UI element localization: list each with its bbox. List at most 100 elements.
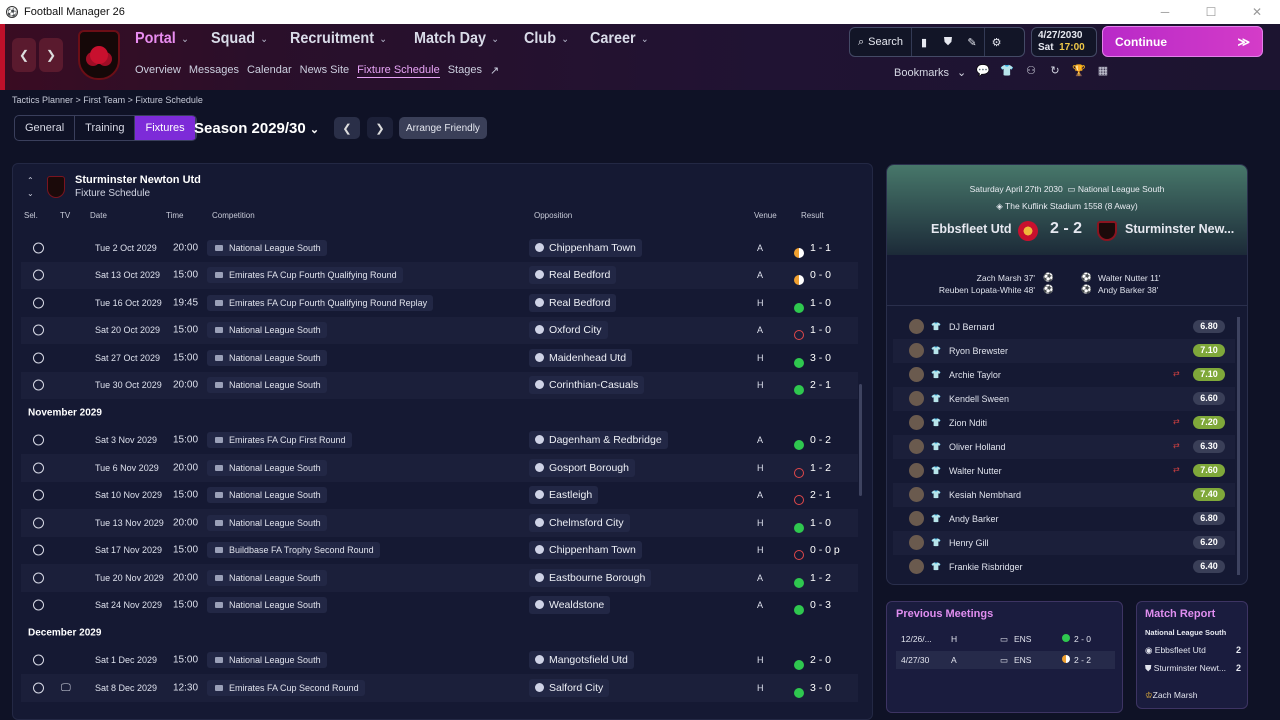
player-row[interactable]: 👕 Kesiah Nembhard 7.40 bbox=[893, 483, 1235, 507]
continue-button[interactable]: Continue ≫ bbox=[1102, 26, 1263, 57]
competition-tag[interactable]: National League South bbox=[207, 597, 327, 614]
next-season-button[interactable]: ❯ bbox=[367, 117, 393, 139]
table-row[interactable]: Sat 3 Nov 2029 15:00 Emirates FA Cup First… bbox=[21, 427, 858, 455]
opposition-tag[interactable]: Eastleigh bbox=[529, 486, 599, 505]
competition-tag[interactable]: National League South bbox=[207, 322, 327, 339]
crumb-first-team[interactable]: First Team bbox=[83, 95, 126, 105]
col-venue[interactable]: Venue bbox=[754, 211, 777, 220]
opposition-tag[interactable]: Mangotsfield Utd bbox=[529, 651, 634, 670]
result[interactable]: 0 - 3 bbox=[794, 599, 831, 616]
crumb-tactics[interactable]: Tactics Planner bbox=[12, 95, 74, 105]
table-row[interactable]: Sat 1 Dec 2029 15:00 National League South… bbox=[21, 647, 858, 675]
competition-tag[interactable]: National League South bbox=[207, 487, 327, 504]
select-radio[interactable] bbox=[33, 599, 44, 611]
collapse-icons[interactable]: ⌃ ⌄ bbox=[27, 176, 34, 198]
result[interactable]: 1 - 2 bbox=[794, 462, 831, 478]
tab-training[interactable]: Training bbox=[75, 116, 136, 140]
result[interactable]: 1 - 0 bbox=[794, 324, 831, 341]
staff-icon[interactable]: ⚇ bbox=[1026, 65, 1036, 77]
table-row[interactable]: Tue 16 Oct 2029 19:45 Emirates FA Cup Four… bbox=[21, 289, 858, 317]
col-date[interactable]: Date bbox=[90, 211, 107, 220]
nav-portal[interactable]: Portal ⌄ bbox=[135, 30, 189, 47]
meeting-row[interactable]: 4/27/30 A ▭ ENS 2 - 2 bbox=[896, 651, 1115, 669]
result[interactable]: 0 - 0 p bbox=[794, 544, 840, 561]
select-radio[interactable] bbox=[33, 269, 44, 281]
select-radio[interactable] bbox=[33, 544, 44, 556]
shirt-icon[interactable]: 👕 bbox=[1000, 65, 1014, 77]
select-radio[interactable] bbox=[33, 517, 44, 529]
table-row[interactable]: Tue 20 Nov 2029 20:00 National League Sout… bbox=[21, 564, 858, 592]
player-row[interactable]: 👕 Oliver Holland ⇄ 6.30 bbox=[893, 435, 1235, 459]
select-radio[interactable] bbox=[33, 379, 44, 391]
select-radio[interactable] bbox=[33, 682, 44, 694]
result[interactable]: 1 - 0 bbox=[794, 297, 831, 313]
match-report-card[interactable]: Match Report National League South ◉ Ebb… bbox=[1136, 601, 1248, 709]
opposition-tag[interactable]: Real Bedford bbox=[529, 266, 617, 285]
competition-tag[interactable]: National League South bbox=[207, 569, 327, 586]
competition-tag[interactable]: National League South bbox=[207, 239, 327, 256]
table-row[interactable]: Sat 17 Nov 2029 15:00 Buildbase FA Trophy … bbox=[21, 537, 858, 565]
competition-tag[interactable]: Emirates FA Cup First Round bbox=[207, 432, 352, 449]
tab-fixtures[interactable]: Fixtures bbox=[135, 116, 196, 140]
result[interactable]: 2 - 0 bbox=[794, 654, 831, 671]
nav-match-day[interactable]: Match Day ⌄ bbox=[413, 30, 499, 47]
table-row[interactable]: Tue 6 Nov 2029 20:00 National League South… bbox=[21, 454, 858, 482]
forward-button[interactable]: ❯ bbox=[39, 38, 63, 72]
club-crest[interactable] bbox=[78, 30, 120, 80]
chat-icon[interactable]: 💬 bbox=[976, 65, 990, 77]
subnav-news-site[interactable]: News Site bbox=[299, 64, 350, 76]
table-row[interactable]: Tue 30 Oct 2029 20:00 National League Sout… bbox=[21, 371, 858, 399]
season-selector[interactable]: Season 2029/30 ⌄ bbox=[194, 120, 320, 137]
subnav-stages[interactable]: Stages bbox=[447, 64, 482, 76]
player-row[interactable]: 👕 Frankie Risbridger 6.40 bbox=[893, 555, 1235, 579]
game-date[interactable]: 4/27/2030 Sat 17:00 bbox=[1031, 27, 1097, 57]
col-time[interactable]: Time bbox=[166, 211, 184, 220]
subnav-overview[interactable]: Overview bbox=[135, 64, 181, 76]
nav-recruitment[interactable]: Recruitment ⌄ bbox=[290, 30, 387, 47]
player-list-scrollbar[interactable] bbox=[1237, 317, 1240, 575]
opposition-tag[interactable]: Maidenhead Utd bbox=[529, 348, 633, 367]
competition-tag[interactable]: National League South bbox=[207, 652, 327, 669]
result[interactable]: 3 - 0 bbox=[794, 682, 831, 698]
opposition-tag[interactable]: Eastbourne Borough bbox=[529, 568, 652, 587]
subnav-calendar[interactable]: Calendar bbox=[246, 64, 292, 76]
maximize-button[interactable]: ☐ bbox=[1205, 5, 1217, 19]
competition-tag[interactable]: Emirates FA Cup Second Round bbox=[207, 679, 365, 696]
select-radio[interactable] bbox=[33, 654, 44, 666]
meeting-row[interactable]: 12/26/... H ▭ ENS 2 - 0 bbox=[896, 630, 1115, 648]
back-button[interactable]: ❮ bbox=[12, 38, 36, 72]
result[interactable]: 1 - 1 bbox=[794, 242, 831, 258]
subnav-messages[interactable]: Messages bbox=[188, 64, 239, 76]
close-button[interactable]: ✕ bbox=[1251, 5, 1263, 19]
prev-season-button[interactable]: ❮ bbox=[334, 117, 360, 139]
nav-career[interactable]: Career ⌄ bbox=[590, 30, 649, 47]
player-row[interactable]: 👕 DJ Bernard 6.80 bbox=[893, 315, 1235, 339]
competition-tag[interactable]: National League South bbox=[207, 459, 327, 476]
nav-club[interactable]: Club ⌄ bbox=[524, 30, 570, 47]
opposition-tag[interactable]: Chelmsford City bbox=[529, 513, 630, 532]
opposition-tag[interactable]: Corinthian-Casuals bbox=[529, 376, 645, 395]
calendar-icon[interactable]: ▦ bbox=[1097, 65, 1109, 77]
opposition-tag[interactable]: Chippenham Town bbox=[529, 238, 642, 257]
competition-tag[interactable]: Emirates FA Cup Fourth Qualifying Round bbox=[207, 267, 403, 284]
competition-tag[interactable]: National League South bbox=[207, 377, 327, 394]
result[interactable]: 2 - 1 bbox=[794, 489, 831, 506]
table-row[interactable]: Sat 13 Oct 2029 15:00 Emirates FA Cup Four… bbox=[21, 261, 858, 289]
select-radio[interactable] bbox=[33, 297, 44, 309]
previous-meetings-card[interactable]: Previous Meetings 12/26/... H ▭ ENS 2 - 0 4/2… bbox=[886, 601, 1123, 713]
result[interactable]: 1 - 0 bbox=[794, 517, 831, 533]
result[interactable]: 1 - 2 bbox=[794, 572, 831, 588]
player-row[interactable]: 👕 Henry Gill 6.20 bbox=[893, 531, 1235, 555]
result[interactable]: 2 - 1 bbox=[794, 379, 831, 396]
result[interactable]: 3 - 0 bbox=[794, 352, 831, 368]
subnav-fixture-schedule[interactable]: Fixture Schedule bbox=[357, 64, 440, 78]
col-tv[interactable]: TV bbox=[60, 211, 71, 220]
result[interactable]: 0 - 2 bbox=[794, 434, 831, 451]
fixture-scrollbar[interactable] bbox=[859, 384, 862, 496]
col-competition[interactable]: Competition bbox=[212, 211, 255, 220]
table-row[interactable]: Sat 10 Nov 2029 15:00 National League Sout… bbox=[21, 482, 858, 510]
opposition-tag[interactable]: Oxford City bbox=[529, 321, 608, 340]
opposition-tag[interactable]: Wealdstone bbox=[529, 596, 611, 615]
select-radio[interactable] bbox=[33, 324, 44, 336]
minimize-button[interactable]: ─ bbox=[1160, 5, 1170, 19]
